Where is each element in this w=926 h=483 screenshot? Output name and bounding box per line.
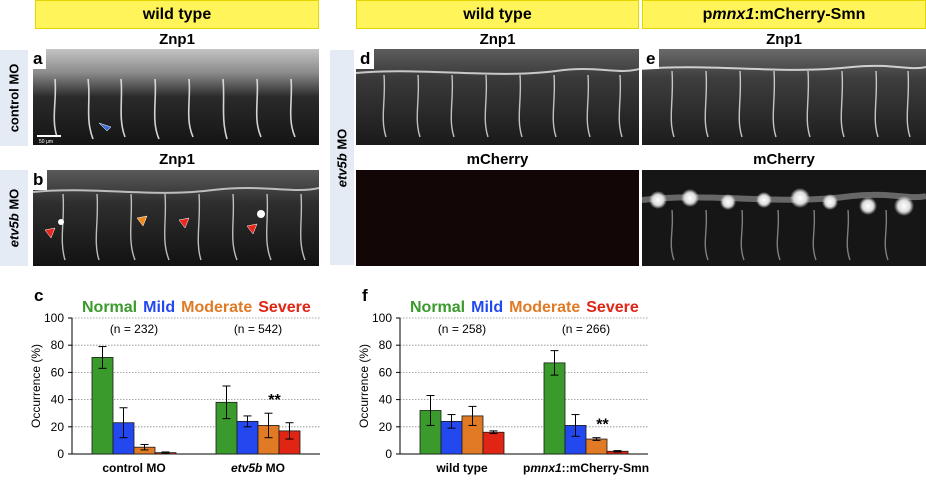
micrograph-mcherry-smn	[642, 170, 926, 266]
y-axis-label: Occurrence (%)	[29, 344, 43, 428]
panel-d-title: Znp1	[479, 31, 516, 48]
n-label: (n = 542)	[234, 322, 282, 336]
n-label: (n = 258)	[438, 322, 486, 336]
n-label: (n = 266)	[562, 322, 610, 336]
side-label-etv5b-mo-right: etv5b MO	[330, 50, 354, 265]
side-label-control-mo: control MO	[0, 50, 28, 146]
x-tick-label: wild type	[435, 461, 488, 475]
legend-moderate: Moderate	[509, 299, 581, 316]
x-tick-label: control MO	[102, 461, 165, 475]
panel-c-label: c	[30, 286, 48, 306]
side-label-suffix: MO	[334, 128, 350, 153]
side-label-suffix: MO	[6, 188, 22, 214]
legend-normal: Normal	[410, 299, 466, 316]
red-arrowhead-icon	[246, 223, 258, 235]
panel-b-title: Znp1	[159, 151, 195, 168]
bar-moderate	[585, 438, 608, 455]
panel-a-label: a	[29, 49, 47, 69]
banner-label-gene: mnx1	[712, 5, 755, 23]
x-tick-label: etv5b MO	[231, 461, 285, 475]
y-tick-label: 100	[372, 311, 392, 325]
side-label-etv5b-mo-left: etv5b MO	[0, 170, 28, 266]
micrograph-panel-e	[642, 49, 926, 145]
x-tick-label-part: ::mCherry-Smn	[562, 461, 649, 475]
micrograph-panel-d	[356, 49, 639, 145]
bar-severe	[482, 431, 505, 455]
banner-wild-type-left: wild type	[35, 0, 319, 29]
bar-chart-c: 0 20 40 60 80 100 Occurrence (%) (n = 232) contr…	[0, 300, 330, 478]
x-tick-label-part: MO	[262, 461, 285, 475]
significance-annotation: **	[268, 392, 281, 409]
y-tick-label: 20	[379, 420, 393, 434]
banner-mcherry-smn: p mnx1:mCherry-Smn	[642, 0, 926, 29]
y-tick-label: 80	[51, 338, 65, 352]
y-tick-label: 60	[379, 365, 393, 379]
legend-mild: Mild	[471, 299, 504, 316]
panel-a-title: Znp1	[159, 31, 195, 48]
n-label: (n = 232)	[110, 322, 158, 336]
significance-annotation: **	[596, 417, 609, 434]
y-axis-label: Occurrence (%)	[357, 344, 371, 428]
y-tick-label: 100	[44, 311, 64, 325]
x-tick-label-part: wild type	[435, 461, 488, 475]
legend-moderate: Moderate	[181, 299, 253, 316]
panel-d-label: d	[356, 49, 375, 69]
x-tick-label-part: control MO	[102, 461, 165, 475]
micrograph-panel-a: 50 μm	[33, 49, 319, 145]
x-tick-label: pmnx1::mCherry-Smn	[523, 461, 649, 475]
red-arrowhead-icon	[44, 227, 56, 239]
banner-label-suffix: :mCherry-Smn	[754, 5, 866, 23]
bar-normal	[91, 357, 114, 455]
panel-e-label: e	[642, 49, 660, 69]
red-arrowhead-icon	[178, 217, 190, 229]
y-tick-label: 40	[51, 393, 65, 407]
x-tick-label-part: etv5b	[231, 461, 262, 475]
legend-mild: Mild	[143, 299, 176, 316]
banner-label: wild type	[463, 5, 532, 23]
blue-arrowhead-icon	[98, 122, 112, 132]
y-tick-label: 60	[51, 365, 65, 379]
banner-label-prefix: p	[702, 5, 713, 23]
y-tick-label: 20	[51, 420, 65, 434]
bar-normal	[543, 362, 566, 455]
legend-severe: Severe	[258, 299, 311, 316]
side-label-gene: etv5b	[334, 152, 350, 187]
panel-b-label: b	[29, 170, 48, 190]
x-tick-label-part: mnx1	[530, 461, 562, 475]
side-label-text: control MO	[6, 63, 22, 133]
panel-e-title: Znp1	[766, 31, 802, 48]
legend-normal: Normal	[82, 299, 138, 316]
panel-f-label: f	[358, 286, 372, 306]
scale-bar-label: 50 μm	[39, 139, 53, 145]
bar-chart-f: 0 20 40 60 80 100 Occurrence (%) (n = 258) wild …	[328, 300, 658, 478]
side-label-gene: etv5b	[6, 213, 22, 248]
micrograph-mcherry-wild-type	[356, 170, 639, 266]
y-tick-label: 0	[57, 447, 64, 461]
panel-d-mcherry-title: mCherry	[466, 151, 529, 168]
orange-arrowhead-icon	[136, 215, 148, 227]
y-tick-label: 0	[385, 447, 392, 461]
x-tick-label-part: p	[523, 461, 530, 475]
banner-wild-type-mid: wild type	[356, 0, 639, 29]
panel-e-mcherry-title: mCherry	[753, 151, 815, 168]
legend-c: Normal Mild Moderate Severe	[82, 299, 317, 317]
legend-f: Normal Mild Moderate Severe	[410, 299, 645, 317]
micrograph-panel-b	[33, 170, 319, 266]
legend-severe: Severe	[586, 299, 639, 316]
y-tick-label: 40	[379, 393, 393, 407]
y-tick-label: 80	[379, 338, 393, 352]
banner-label: wild type	[142, 5, 212, 23]
